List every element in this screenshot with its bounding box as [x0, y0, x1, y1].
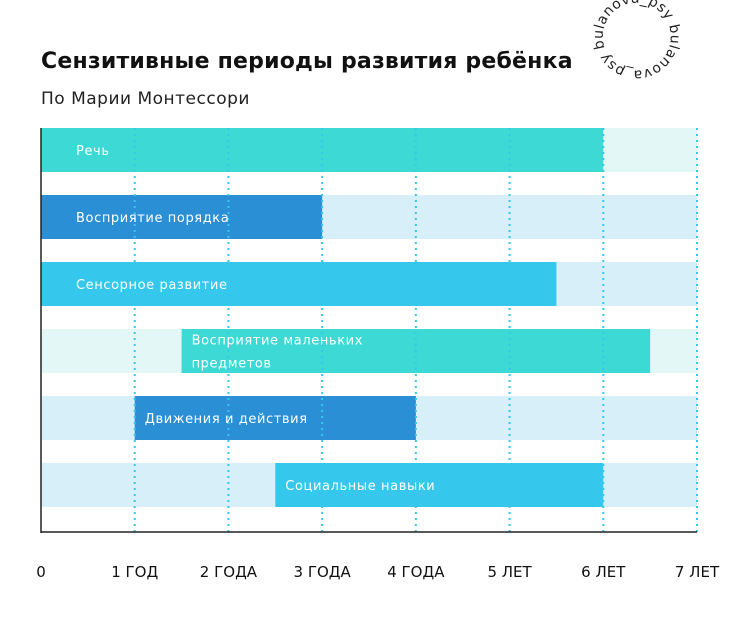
bar-label: Социальные навыки: [285, 479, 435, 494]
watermark-stamp: bulanova_psy bulanova_psy: [578, 0, 696, 96]
tick-labels: 0 1 ГОД 2 ГОДА 3 ГОДА 4 ГОДА 5 ЛЕТ 6 ЛЕТ 7 ЛЕТ: [36, 563, 720, 581]
bar: [134, 396, 416, 440]
tick-label: 6 ЛЕТ: [581, 563, 626, 581]
bar-label: Восприятие порядка: [76, 211, 229, 226]
chart-title: Сензитивные периоды развития ребёнка: [41, 49, 573, 74]
tick-label: 5 ЛЕТ: [487, 563, 532, 581]
axes: [40, 128, 697, 533]
bar-label: Движения и действия: [145, 412, 308, 427]
tick-label: 1 ГОД: [111, 563, 158, 581]
tick-label: 2 ГОДА: [200, 563, 258, 581]
gridlines: [133, 128, 698, 532]
watermark-text: bulanova_psy bulanova_psy: [578, 0, 696, 96]
tick-label: 0: [36, 563, 46, 581]
bar-labels: Речь Восприятие порядка Сенсорное развитие…: [76, 144, 435, 494]
bar-tracks: [41, 128, 697, 507]
bar-label: предметов: [192, 357, 272, 372]
bar: [275, 463, 604, 507]
bar-label: Сенсорное развитие: [76, 278, 228, 293]
tick-label: 4 ГОДА: [387, 563, 445, 581]
bar-label: Речь: [76, 144, 110, 159]
bars: [41, 128, 651, 507]
bar: [41, 195, 323, 239]
tick-label: 3 ГОДА: [294, 563, 352, 581]
chart-subtitle: По Марии Монтессори: [41, 89, 250, 109]
bar: [41, 262, 557, 306]
tick-label: 7 ЛЕТ: [675, 563, 720, 581]
bar-label: Восприятие маленьких: [192, 334, 363, 349]
